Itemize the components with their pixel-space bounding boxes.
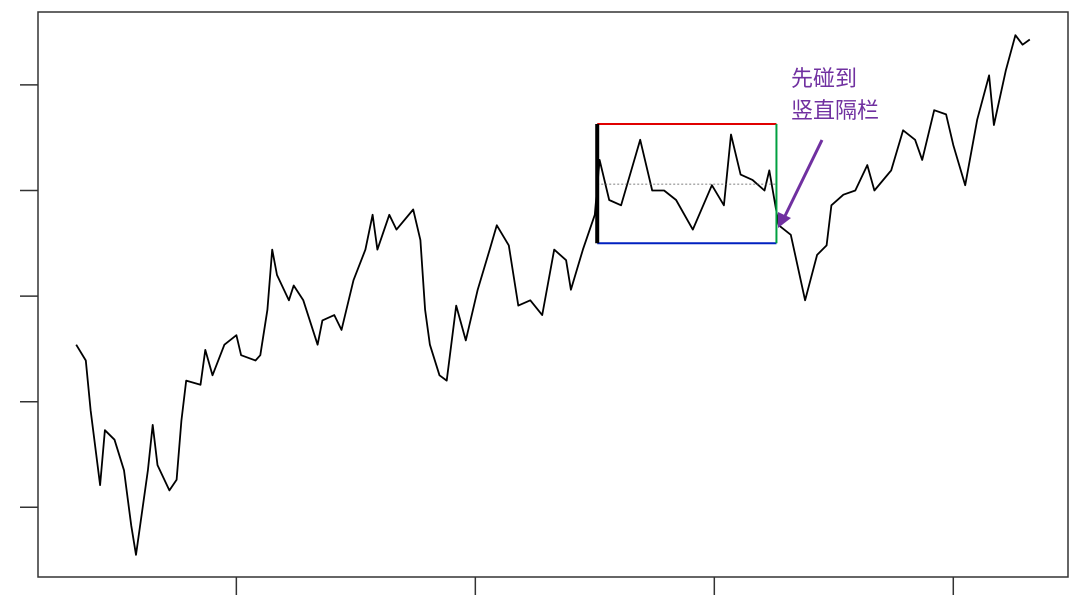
annotation-arrow: [782, 139, 824, 219]
plot-frame: [37, 11, 1069, 578]
annotation: 先碰到: [791, 67, 857, 92]
annotation: 竖直隔栏: [791, 99, 879, 124]
price-line: [75, 34, 1031, 556]
annotation-arrowhead: [778, 212, 791, 228]
marks: [20, 34, 1031, 595]
